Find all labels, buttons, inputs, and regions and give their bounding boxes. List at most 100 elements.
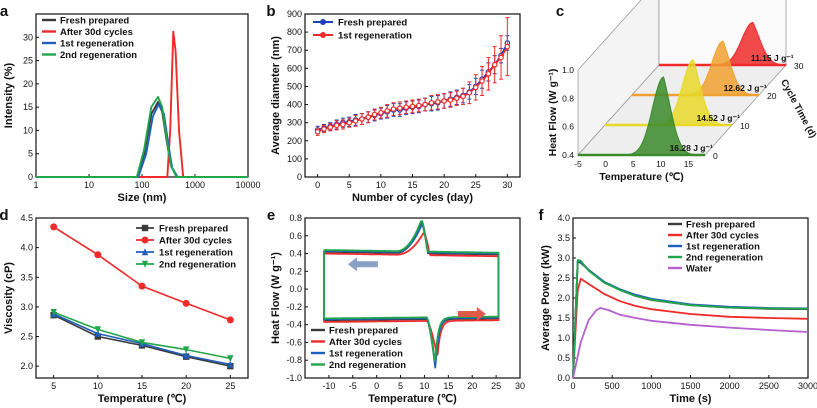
y-tick-label: 2.0 [20,361,33,371]
y-axis-label: Average Power (kW) [540,245,552,351]
x-axis-label: Size (nm) [118,192,167,204]
data-point [365,114,372,121]
x-tick-label: 5 [631,159,636,169]
y-tick-label: 10 [23,125,33,135]
data-point [327,124,334,130]
y-tick-label: 300 [287,118,302,128]
y-tick-label: 0.4 [289,249,302,259]
data-point [403,104,409,111]
x-axis-label: Temperature (℃) [599,171,684,183]
legend-label: 1st regeneration [60,39,134,50]
y-tick-label: 100 [287,154,302,164]
data-point [504,43,511,50]
panel-e: -10 -5 0 5 10 15 20 25 30 -1.0 -0.8 -0.6 -0.4 -0.2 0.0… [267,207,525,405]
data-point [447,97,454,103]
legend-label: 1st regeneration [159,248,233,259]
y-tick-label: 0.8 [289,213,302,223]
data-point [378,109,384,116]
series-line [572,277,809,379]
dsc-loop [323,220,500,362]
x-tick-label: 500 [605,381,620,391]
legend-label: 2nd regeneration [686,253,763,264]
y-tick-label: 4.0 [557,213,570,223]
legend-label: Water [686,264,712,275]
x-axis-label: Number of cycles (day) [352,192,473,204]
data-point [479,78,485,84]
x-tick-label: 10 [376,180,386,190]
x-tick-label: 5 [347,180,352,190]
data-point [227,355,234,363]
y-tick-label: -1.0 [286,373,302,383]
panel-label: e [267,207,275,224]
y-tick-label: 25 [23,56,33,66]
y-tick-label: 0 [28,172,33,182]
y-tick-label: 0.0 [557,373,570,383]
data-point [94,326,102,334]
y-tick-label: 800 [287,27,302,37]
series-line [317,42,509,131]
data-point [94,251,102,259]
panel-label: a [0,3,9,20]
x-tick-label: 25 [471,180,481,190]
x-tick-label: 1 [33,180,38,190]
y-axis-label: Intensity (%) [3,62,15,128]
x-tick-label: -5 [574,159,582,169]
data-point [227,360,234,368]
data-point [453,95,460,102]
data-point [371,111,378,118]
x-tick-label: 2000 [720,381,740,391]
legend-label: After 30d cycles [329,337,402,348]
panel-label: d [0,207,9,224]
y-tick-label: 700 [287,45,302,55]
legend-label: After 30d cycles [686,231,759,242]
data-point [472,84,479,91]
heating-arrow [457,311,478,317]
y-tick-label: 600 [287,63,302,73]
series-line [572,307,809,379]
dsc-loop [323,232,500,356]
z-axis-label: Cycle Time (d) [778,78,817,140]
x-axis-label: Temperature (℃) [368,393,457,405]
data-point [314,128,321,135]
cooling-arrow [355,261,378,268]
x-tick-label: 5 [51,381,56,391]
x-tick-label: 1000 [641,381,661,391]
data-point [182,351,190,359]
y-tick-label: 400 [287,100,302,110]
enthalpy-label: 11.15 J g⁻¹ [751,53,794,63]
series-line [572,259,809,379]
enthalpy-label: 12.62 J g⁻¹ [724,83,767,93]
z-tick-label: 20 [767,91,777,101]
data-point [460,93,466,100]
data-point [498,54,504,61]
data-point [141,236,149,244]
y-tick-label: 200 [287,136,302,146]
legend-label: Fresh prepared [60,16,129,27]
x-tick-label: 0 [315,180,320,190]
legend-marker [320,19,326,25]
x-tick-label: 15 [137,381,147,391]
legend-marker [320,32,326,38]
legend-label: Fresh prepared [329,326,398,337]
x-tick-label: 0 [374,381,379,391]
legend-label: After 30d cycles [60,27,133,38]
y-tick-label: -0.2 [286,302,302,312]
series-line [36,95,248,178]
legend-label: Fresh prepared [159,224,228,235]
x-tick-label: 30 [515,381,525,391]
x-tick-label: 10 [419,381,429,391]
y-tick-label: 0.6 [289,231,302,241]
z-tick-label: 0 [713,151,718,161]
cooling-arrowhead [347,257,357,272]
data-point [94,329,102,337]
y-tick-label: 20 [23,79,33,89]
panel-a: 1 10 100 1000 10000 0 5 10 15 20 25 30 Size (nm) Inte… [0,3,261,204]
legend-label: 1st regeneration [338,31,412,42]
y-tick-label: 0.5 [557,353,570,363]
panel-label: b [266,3,275,20]
data-point [428,99,435,106]
y-tick-label: 2.5 [20,332,33,342]
panel-b: 0 5 10 15 20 25 300100200300400500600700800900… [266,3,521,204]
data-point [346,119,353,126]
